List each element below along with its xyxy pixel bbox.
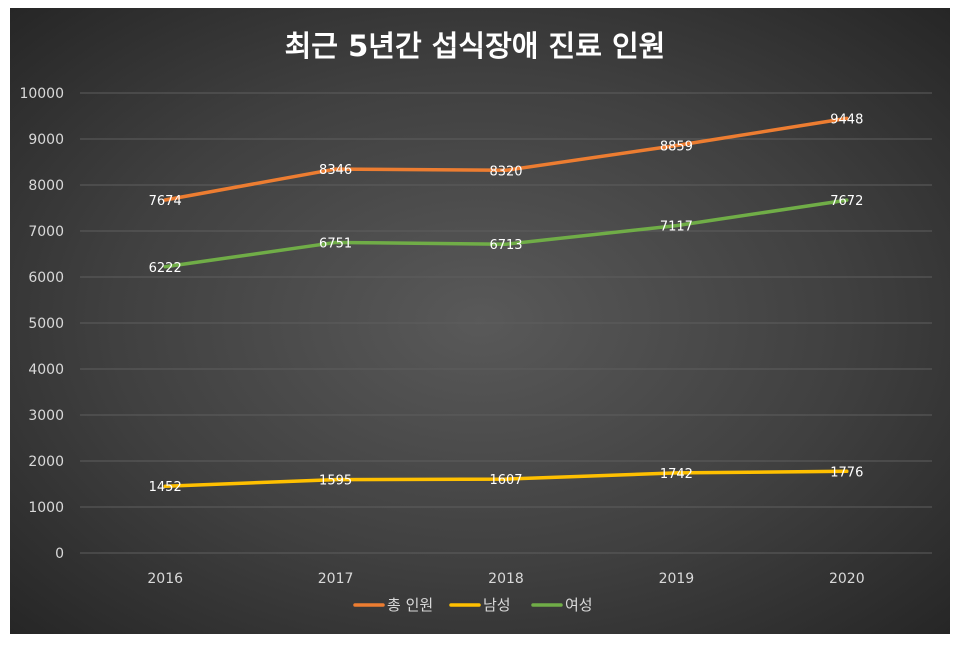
data-label: 1776 bbox=[830, 465, 863, 480]
y-tick-label: 8000 bbox=[28, 178, 64, 194]
data-label: 1607 bbox=[489, 473, 522, 488]
data-label: 6222 bbox=[149, 261, 182, 276]
y-tick-label: 9000 bbox=[28, 132, 64, 148]
y-tick-label: 5000 bbox=[28, 316, 64, 332]
line-chart: 최근 5년간 섭식장애 진료 인원 0 1000 2000 3000 4000 5000 6… bbox=[19, 29, 932, 614]
data-label: 7674 bbox=[149, 194, 182, 209]
data-label: 6751 bbox=[319, 236, 352, 251]
data-label: 8346 bbox=[319, 163, 352, 178]
data-label: 9448 bbox=[830, 112, 863, 127]
series-line bbox=[163, 198, 849, 269]
y-tick-label: 6000 bbox=[28, 270, 64, 286]
data-label: 7672 bbox=[830, 194, 863, 209]
x-tick-label: 2017 bbox=[318, 571, 354, 587]
series-lines bbox=[163, 116, 849, 488]
y-tick-label: 2000 bbox=[28, 454, 64, 470]
series-line bbox=[163, 469, 849, 488]
y-tick-label: 3000 bbox=[28, 408, 64, 424]
data-label: 8859 bbox=[660, 139, 693, 154]
legend-label: 남성 bbox=[483, 596, 511, 614]
series-line bbox=[163, 116, 849, 202]
y-tick-label: 1000 bbox=[28, 500, 64, 516]
data-labels: 7674 8346 8320 8859 9448 1452 1595 1607 1742 1776… bbox=[149, 112, 864, 495]
data-label: 8320 bbox=[489, 164, 522, 179]
gridlines bbox=[80, 92, 932, 554]
legend: 총 인원 남성 여성 bbox=[353, 596, 593, 614]
y-axis-tick-labels: 0 1000 2000 3000 4000 5000 6000 7000 8000 9000 100… bbox=[19, 86, 64, 562]
data-label: 6713 bbox=[489, 238, 522, 253]
legend-label: 여성 bbox=[565, 596, 593, 614]
x-tick-label: 2020 bbox=[829, 571, 865, 587]
data-label: 1595 bbox=[319, 474, 352, 489]
data-label: 7117 bbox=[660, 220, 693, 235]
y-tick-label: 0 bbox=[55, 546, 64, 562]
data-label: 1452 bbox=[149, 480, 182, 495]
y-tick-label: 7000 bbox=[28, 224, 64, 240]
data-label: 1742 bbox=[660, 467, 693, 482]
chart-area: 최근 5년간 섭식장애 진료 인원 0 1000 2000 3000 4000 5000 6… bbox=[10, 8, 950, 634]
chart-title: 최근 5년간 섭식장애 진료 인원 bbox=[285, 29, 666, 63]
y-tick-label: 4000 bbox=[28, 362, 64, 378]
x-tick-label: 2016 bbox=[147, 571, 183, 587]
legend-label: 총 인원 bbox=[387, 596, 433, 614]
x-tick-label: 2018 bbox=[488, 571, 524, 587]
x-tick-label: 2019 bbox=[659, 571, 695, 587]
x-axis-tick-labels: 2016 2017 2018 2019 2020 bbox=[147, 571, 864, 587]
y-tick-label: 10000 bbox=[19, 86, 64, 102]
